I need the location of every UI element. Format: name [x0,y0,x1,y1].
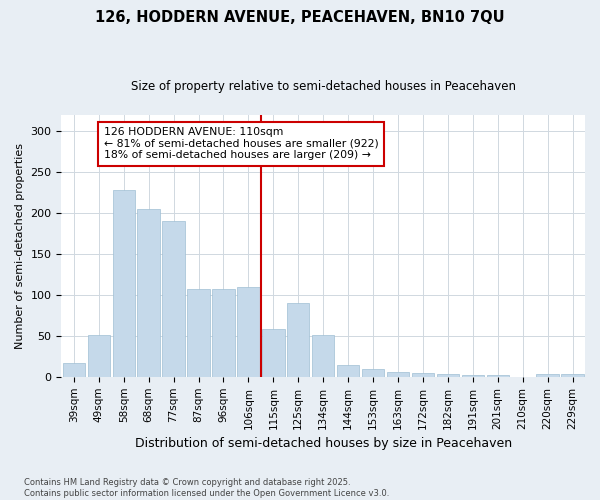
Bar [287,303,310,377]
Bar [62,363,85,377]
Bar [262,328,284,377]
Bar [487,375,509,377]
Bar [437,374,459,377]
Y-axis label: Number of semi-detached properties: Number of semi-detached properties [15,143,25,349]
Text: 126, HODDERN AVENUE, PEACEHAVEN, BN10 7QU: 126, HODDERN AVENUE, PEACEHAVEN, BN10 7Q… [95,10,505,25]
Title: Size of property relative to semi-detached houses in Peacehaven: Size of property relative to semi-detach… [131,80,516,93]
Bar [137,209,160,377]
Bar [187,290,210,377]
Bar [212,290,235,377]
Bar [461,375,484,377]
Text: Contains HM Land Registry data © Crown copyright and database right 2025.
Contai: Contains HM Land Registry data © Crown c… [24,478,389,498]
Bar [312,335,334,377]
Bar [536,374,559,377]
Bar [562,374,584,377]
Bar [412,372,434,377]
Bar [88,335,110,377]
Bar [362,370,384,377]
Bar [337,366,359,377]
Text: 126 HODDERN AVENUE: 110sqm
← 81% of semi-detached houses are smaller (922)
18% o: 126 HODDERN AVENUE: 110sqm ← 81% of semi… [104,128,379,160]
Bar [163,222,185,377]
X-axis label: Distribution of semi-detached houses by size in Peacehaven: Distribution of semi-detached houses by … [134,437,512,450]
Bar [387,372,409,377]
Bar [237,287,260,377]
Bar [113,190,135,377]
